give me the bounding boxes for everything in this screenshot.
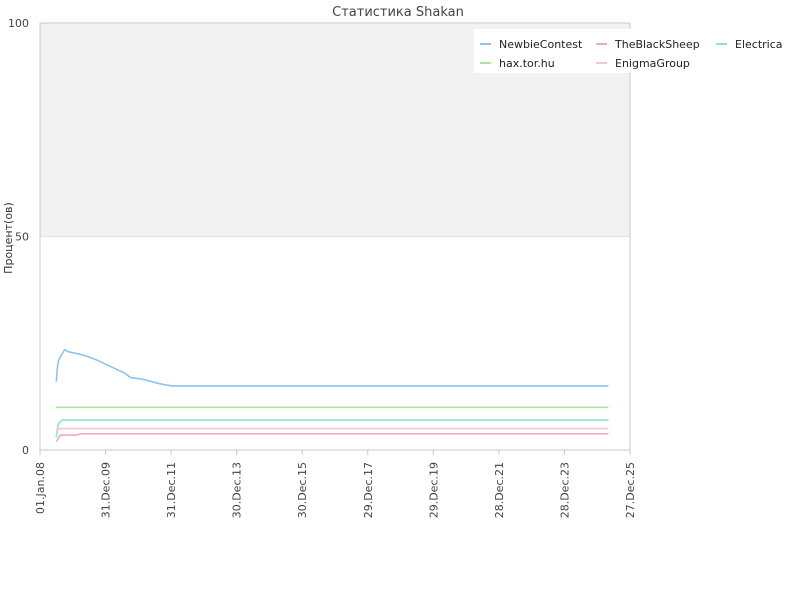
y-tick-label: 50	[15, 231, 29, 244]
x-tick-label: 29.Dec.17	[362, 462, 375, 518]
y-axis-label: Процент(ов)	[2, 202, 15, 274]
y-tick-label: 0	[22, 444, 29, 457]
chart-title: Статистика Shakan	[332, 5, 464, 20]
x-tick-label: 28.Dec.23	[558, 462, 571, 518]
x-tick-label: 01.Jan.08	[34, 462, 47, 514]
legend-entry: NewbieContest	[499, 38, 583, 51]
legend-entry: hax.tor.hu	[499, 57, 555, 70]
legend-entry: Electrica	[735, 38, 783, 51]
x-tick-label: 29.Dec.19	[427, 462, 440, 518]
x-tick-label: 30.Dec.15	[296, 462, 309, 518]
y-tick-label: 100	[8, 17, 29, 30]
x-tick-label: 28.Dec.21	[493, 462, 506, 518]
series-line-newbiecontest	[55, 348, 609, 387]
series-line-enigmagroup	[55, 427, 609, 432]
legend: NewbieContest TheBlackSheep Electrica hax.t…	[474, 29, 783, 73]
legend-entry: EnigmaGroup	[615, 57, 690, 70]
x-tick-label: 31.Dec.09	[100, 462, 113, 518]
legend-entry: TheBlackSheep	[614, 38, 700, 51]
x-tick-label: 30.Dec.13	[231, 462, 244, 518]
legend-box	[474, 29, 642, 73]
x-tick-label: 27.Dec.25	[624, 462, 637, 518]
series-line-theblacksheep	[55, 432, 609, 442]
x-tick-label: 31.Dec.11	[165, 462, 178, 518]
